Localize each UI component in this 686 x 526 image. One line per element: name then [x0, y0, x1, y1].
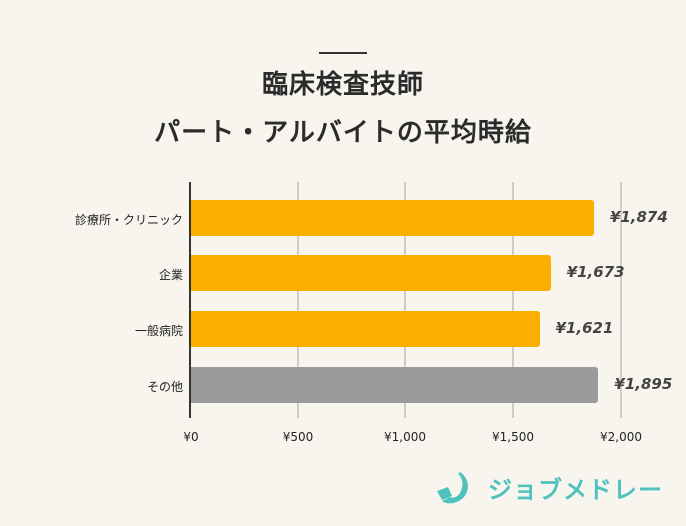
gridline-2000 — [620, 182, 622, 418]
gridline-500 — [297, 182, 299, 418]
value-label: ¥1,673 — [566, 263, 625, 281]
bar — [191, 311, 540, 347]
bar — [191, 367, 599, 403]
value-label: ¥1,895 — [614, 375, 673, 393]
gridline-1500 — [512, 182, 514, 418]
category-label: その他 — [146, 380, 183, 394]
y-axis-line — [189, 182, 191, 418]
bar — [191, 255, 551, 291]
category-label: 企業 — [158, 268, 183, 282]
chart-title-line1: 臨床検査技師 — [261, 70, 424, 100]
bar — [191, 200, 594, 236]
x-tick-label: ¥500 — [282, 430, 314, 444]
value-label: ¥1,874 — [609, 208, 668, 226]
value-label: ¥1,621 — [555, 319, 614, 337]
x-tick-label: ¥1,500 — [492, 430, 534, 444]
category-label: 一般病院 — [134, 324, 183, 338]
gridline-1000 — [404, 182, 406, 418]
title-decoration-rule — [319, 52, 367, 54]
x-tick-label: ¥1,000 — [384, 430, 426, 444]
category-label: 診療所・クリニック — [74, 213, 183, 227]
jobmedley-logo: ジョブメドレー — [436, 470, 663, 505]
chart-title-line2: パート・アルバイトの平均時給 — [154, 118, 532, 148]
x-tick-label: ¥2,000 — [600, 430, 642, 444]
jobmedley-logo-text: ジョブメドレー — [488, 476, 663, 504]
x-tick-label: ¥0 — [183, 430, 199, 444]
jobmedley-logo-icon — [437, 471, 468, 503]
